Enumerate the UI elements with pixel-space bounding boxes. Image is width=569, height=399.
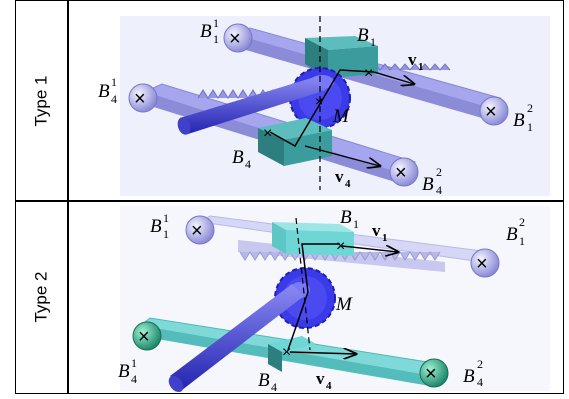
joint-x-icon: × [263,125,272,142]
svg-text:1: 1 [382,232,388,244]
shaft-icon [168,284,304,392]
type2-ball-b1-2: × [470,248,500,278]
joint-x-icon: × [364,65,373,82]
joint-x-icon: × [138,326,150,348]
svg-text:1: 1 [213,16,219,30]
joint-x-icon: × [336,238,345,255]
svg-text:B: B [150,216,162,237]
velocity-arrow-icon [341,246,398,252]
svg-text:1: 1 [163,211,169,225]
svg-text:v: v [335,167,344,186]
label-type1-b4-2: B 2 4 [422,165,442,197]
joint-x-icon: × [485,101,497,123]
label-type2-b1-1: B 1 1 [150,211,169,241]
label-type2-b1-2: B 2 1 [506,215,525,248]
svg-text:B: B [422,174,434,195]
type2-ball-b4-2: × [419,358,449,388]
type2-link-lines [287,243,340,351]
joint-x-icon: × [191,220,203,242]
svg-text:4: 4 [245,157,251,171]
figure-table: Type 1 Type 2 [15,0,564,394]
type1-ball-b4-2: × [389,157,419,187]
svg-text:1: 1 [519,234,525,248]
label-type2-m: M [335,294,353,315]
svg-text:B: B [513,110,525,131]
label-type2-b4-2: B 2 4 [463,357,483,389]
svg-text:B: B [232,147,244,168]
type2-ball-b1-1: × [185,215,215,245]
label-type1-b1: B 1 [357,25,376,49]
svg-text:1: 1 [418,61,424,73]
svg-text:B: B [463,366,475,387]
label-type1-m: M [332,106,350,127]
svg-text:B: B [506,224,518,245]
svg-text:v: v [316,369,325,388]
svg-text:M: M [335,294,353,315]
joint-x-icon: × [134,88,146,110]
svg-text:2: 2 [519,215,525,229]
row2-figure-cell [67,200,564,394]
svg-text:4: 4 [326,380,332,392]
joint-x-icon: × [315,93,323,109]
svg-text:B: B [340,207,352,228]
svg-text:1: 1 [370,35,376,49]
svg-text:M: M [332,106,350,127]
row1-figure-cell [67,0,564,202]
svg-text:1: 1 [353,217,359,231]
svg-text:v: v [372,221,381,240]
label-type2-b4-1: B 1 4 [118,356,137,386]
svg-text:1: 1 [111,75,117,89]
joint-x-icon: × [395,162,407,184]
svg-text:B: B [258,370,270,391]
svg-text:4: 4 [111,92,117,106]
svg-text:2: 2 [436,165,442,179]
row1-label-cell [15,0,69,202]
label-type2-b4: B 4 [258,370,277,394]
type2-axis-line [295,217,311,351]
label-type2-v4: v 4 [316,369,332,392]
svg-text:B: B [118,361,130,382]
type1-ball-b1-1: × [223,23,253,53]
joint-x-icon: × [425,363,437,385]
type2-ball-b4-1: × [132,321,162,351]
label-type2-v1: v 1 [372,221,388,244]
type2-block-b4 [268,336,316,372]
label-type1-b4-1: B 1 4 [98,75,117,106]
svg-text:1: 1 [527,120,533,134]
svg-text:4: 4 [131,372,137,386]
svg-text:v: v [408,50,417,69]
row2-label-cell [15,200,69,394]
type1-ball-b4-1: × [128,83,158,113]
svg-text:1: 1 [131,356,137,370]
label-type1-v4: v 4 [335,167,351,190]
svg-text:B: B [357,25,369,46]
joint-x-icon: × [229,28,241,50]
type1-link-lines [269,69,375,148]
joint-x-icon: × [476,253,488,275]
svg-text:2: 2 [477,357,483,371]
svg-text:4: 4 [271,380,277,394]
svg-text:1: 1 [163,227,169,241]
svg-text:4: 4 [436,183,442,197]
svg-text:4: 4 [477,375,483,389]
type1-ball-b1-2: × [479,96,509,126]
label-type1-b1-1: B 1 1 [200,16,219,46]
label-type1-b1-2: B 2 1 [513,101,533,134]
svg-text:B: B [98,81,110,102]
svg-text:4: 4 [345,178,351,190]
velocity-arrow-icon [289,352,356,354]
velocity-arrow-icon [304,145,380,166]
velocity-arrow-icon [373,71,414,84]
svg-text:B: B [200,21,212,42]
label-type1-b4: B 4 [232,147,251,171]
svg-text:2: 2 [527,101,533,115]
label-type2-b1: B 1 [340,207,359,231]
joint-x-icon: × [282,344,291,361]
svg-text:1: 1 [213,32,219,46]
label-type1-v1: v 1 [408,50,424,73]
shaft-icon [177,76,326,135]
